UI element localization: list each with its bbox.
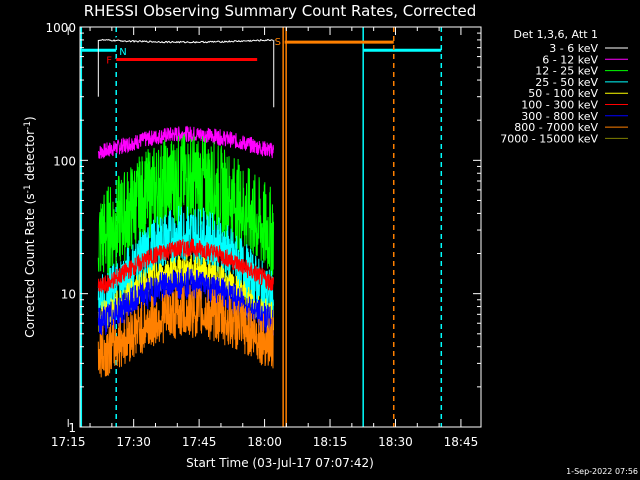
legend-label: 3 - 6 keV <box>549 42 598 55</box>
legend-label: 7000 - 15000 keV <box>500 132 598 145</box>
legend-label: 300 - 800 keV <box>521 110 598 123</box>
y-axis-label: Corrected Count Rate (s-1 detector-1) <box>23 116 37 337</box>
flare-flag-label: F <box>106 56 112 67</box>
x-axis-label: Start Time (03-Jul-17 07:07:42) <box>186 456 374 470</box>
chart-title: RHESSI Observing Summary Count Rates, Co… <box>84 2 477 20</box>
y-tick-label: 1000 <box>45 21 76 35</box>
y-tick-label: 100 <box>53 154 76 168</box>
legend-header: Det 1,3,6, Att 1 <box>514 28 598 41</box>
legend-label: 800 - 7000 keV <box>514 121 598 134</box>
x-tick-label: 17:45 <box>182 435 217 449</box>
plot-frame <box>79 26 482 428</box>
x-tick-label: 18:00 <box>247 435 282 449</box>
x-tick-label: 18:45 <box>444 435 479 449</box>
x-tick-label: 18:30 <box>378 435 413 449</box>
legend-label: 100 - 300 keV <box>521 99 598 112</box>
footer-date: 1-Sep-2022 07:56 <box>566 467 638 476</box>
legend-label: 50 - 100 keV <box>528 87 598 100</box>
axes: 17:15 17:30 17:45 18:00 18:15 18:30 18:45 1 10 10… <box>45 21 481 449</box>
x-tick-label: 17:15 <box>51 435 86 449</box>
saa-flag-label: S <box>275 37 281 48</box>
series-line <box>97 133 274 277</box>
x-tick-label: 18:15 <box>313 435 348 449</box>
y-tick-label: 1 <box>68 421 76 435</box>
legend-label: 12 - 25 keV <box>535 65 598 78</box>
series-line <box>97 267 274 336</box>
legend-label: 25 - 50 keV <box>535 76 598 89</box>
series-line <box>97 254 274 334</box>
series-line-3-6kev <box>98 38 274 44</box>
plot-area: NF S <box>80 27 443 427</box>
x-tick-label: 17:30 <box>116 435 151 449</box>
series-line <box>97 125 274 159</box>
y-tick-label: 10 <box>61 288 76 302</box>
night-flag-label: N <box>119 47 126 58</box>
series-line <box>97 34 274 44</box>
series-line <box>97 237 274 294</box>
series-line <box>97 285 274 378</box>
legend-label: 6 - 12 keV <box>542 53 598 66</box>
